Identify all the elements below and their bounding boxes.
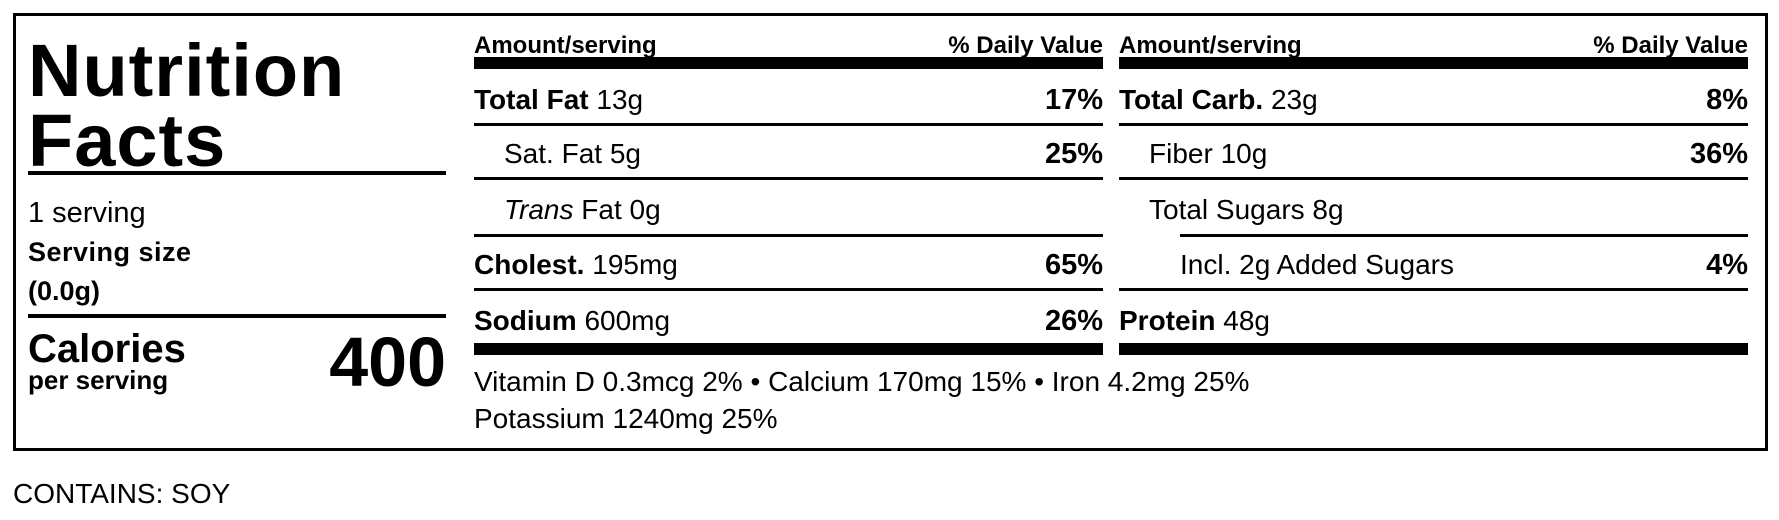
dv-fiber: 36%	[1689, 138, 1748, 170]
calories-per-serving-label: per serving	[28, 365, 169, 395]
nutrient-amount: 23g	[1270, 84, 1318, 115]
thick-bar	[474, 343, 1103, 355]
nutrient-amount: 195mg	[592, 249, 678, 280]
nutrient-total-carb: Total Carb. 23g	[1119, 83, 1318, 117]
nutrient-amount: 5g	[609, 138, 641, 169]
divider	[474, 288, 1103, 291]
divider	[1119, 177, 1748, 180]
dv-sat-fat: 25%	[1044, 138, 1103, 170]
col2-amount-header: Amount/serving	[1119, 32, 1302, 59]
nutrient-name: Total Sugars	[1149, 194, 1305, 225]
divider	[1119, 123, 1748, 126]
col1-amount-header: Amount/serving	[474, 32, 657, 59]
calories-value: 400	[329, 323, 446, 401]
dv-total-carb: 8%	[1706, 84, 1748, 116]
serving-size-label: Serving size	[28, 237, 192, 267]
title-line-2: Facts	[28, 99, 227, 182]
dv-sodium: 26%	[1044, 305, 1103, 337]
nutrient-trans-fat: Trans Fat 0g	[504, 193, 661, 227]
micronutrients-line-2: Potassium 1240mg 25%	[474, 403, 778, 434]
nutrient-amount: 48g	[1223, 305, 1270, 336]
nutrient-total-sugars: Total Sugars 8g	[1149, 193, 1344, 227]
divider	[474, 234, 1103, 237]
nutrient-amount: 10g	[1220, 138, 1268, 169]
divider	[1180, 234, 1748, 237]
nutrient-amount: 13g	[596, 84, 644, 115]
nutrient-name-italic: Trans	[504, 194, 574, 225]
nutrient-name: Sat. Fat	[504, 138, 603, 169]
divider	[28, 171, 446, 175]
nutrition-facts-label: Nutrition Facts 1 serving Serving size (…	[13, 13, 1768, 451]
nutrient-name: Cholest.	[474, 249, 585, 280]
divider	[474, 177, 1103, 180]
calories-label: Calories	[28, 327, 186, 371]
allergen-statement: CONTAINS: SOY	[13, 478, 231, 509]
nutrient-sat-fat: Sat. Fat 5g	[504, 137, 641, 171]
nutrient-fiber: Fiber 10g	[1149, 137, 1267, 171]
micronutrients-line-1: Vitamin D 0.3mcg 2% • Calcium 170mg 15% …	[474, 366, 1250, 397]
serving-size-value: (0.0g)	[28, 276, 101, 306]
nutrient-name: Fat	[581, 194, 622, 225]
servings-count: 1 serving	[28, 197, 146, 229]
dv-cholesterol: 65%	[1044, 249, 1103, 281]
thick-bar	[474, 57, 1103, 69]
dv-added-sugars: 4%	[1706, 249, 1748, 281]
divider	[474, 123, 1103, 126]
nutrient-total-fat: Total Fat 13g	[474, 83, 643, 117]
nutrient-sodium: Sodium 600mg	[474, 304, 670, 338]
nutrient-name: Fiber	[1149, 138, 1213, 169]
col2-dv-header: % Daily Value	[1593, 32, 1748, 59]
nutrient-protein: Protein 48g	[1119, 304, 1270, 338]
nutrient-name: Total Fat	[474, 84, 589, 115]
col1-dv-header: % Daily Value	[948, 32, 1103, 59]
nutrient-amount: 0g	[629, 194, 661, 225]
nutrient-amount: 600mg	[584, 305, 671, 336]
nutrient-name: Protein	[1119, 305, 1216, 336]
nutrient-name: Total Carb.	[1119, 84, 1264, 115]
nutrient-added-sugars: Incl. 2g Added Sugars	[1180, 249, 1454, 280]
nutrient-amount: 8g	[1312, 194, 1344, 225]
thick-bar	[1119, 57, 1748, 69]
thick-bar	[1119, 343, 1748, 355]
divider	[28, 314, 446, 318]
nutrient-cholesterol: Cholest. 195mg	[474, 248, 678, 282]
nutrient-name: Sodium	[474, 305, 577, 336]
divider	[1119, 288, 1748, 291]
dv-total-fat: 17%	[1044, 84, 1103, 116]
title-line-1: Nutrition	[28, 29, 346, 112]
